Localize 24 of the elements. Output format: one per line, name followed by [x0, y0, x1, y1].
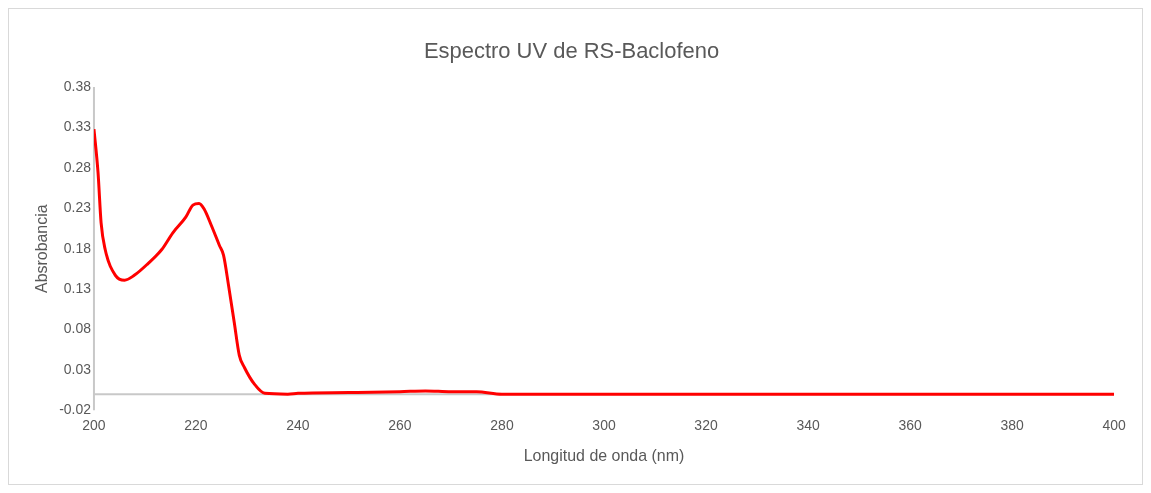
- line-series: [93, 127, 1115, 396]
- x-tick-label: 260: [388, 417, 412, 434]
- x-tick-label: 240: [286, 417, 310, 434]
- y-tick-label: 0.23: [63, 199, 92, 216]
- x-tick-label: 400: [1102, 417, 1126, 434]
- chart-title: Espectro UV de RS-Baclofeno: [423, 38, 720, 64]
- y-tick-label: 0.13: [63, 279, 92, 296]
- x-tick-label: 220: [184, 417, 208, 434]
- x-tick-label: 280: [490, 417, 514, 434]
- y-tick-label: 0.28: [63, 158, 92, 175]
- x-tick-label: 320: [694, 417, 718, 434]
- x-tick-label: 200: [82, 417, 106, 434]
- x-axis-title: Longitud de onda (nm): [523, 446, 685, 464]
- y-tick-label: 0.03: [63, 360, 92, 377]
- x-tick-label: 380: [1000, 417, 1024, 434]
- y-tick-label: 0.38: [63, 77, 92, 94]
- x-tick-label: 360: [898, 417, 922, 434]
- y-tick-label: 0.08: [63, 320, 92, 337]
- y-axis-title: Absrobancia: [32, 204, 50, 293]
- x-tick-label: 340: [796, 417, 820, 434]
- y-tick-label: 0.18: [63, 239, 92, 256]
- y-tick-label: -0.02: [59, 401, 92, 418]
- y-tick-label: 0.33: [63, 118, 92, 135]
- x-tick-label: 300: [592, 417, 616, 434]
